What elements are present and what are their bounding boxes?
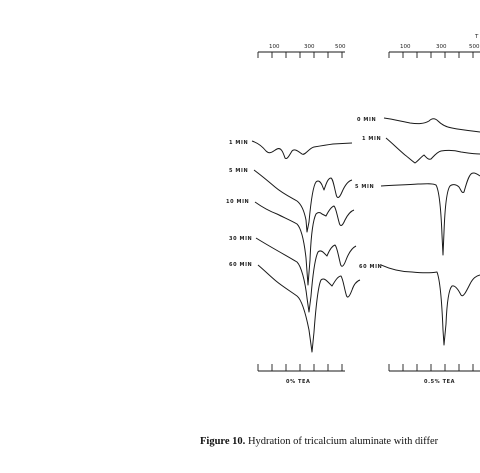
left-label-1min: 1 MIN [229,140,248,146]
left-top-axis: 100 300 500 [257,44,346,58]
right-tick-300: 300 [436,44,447,50]
left-label-10min: 10 MIN [226,199,249,205]
figure-caption: Figure 10. Hydration of tricalcium alumi… [200,436,438,447]
right-bottom-axis [388,364,480,372]
right-label-5min: 5 MIN [355,184,374,190]
right-label-1min: 1 MIN [362,136,381,142]
right-top-axis: 100 300 500 T [388,34,480,58]
left-curve-60min [257,264,361,353]
right-tick-500: 500 [469,44,480,50]
left-label-30min: 30 MIN [229,236,252,242]
right-tick-100: 100 [400,44,411,50]
left-label-5min: 5 MIN [229,168,248,174]
left-curve-1min [251,140,353,159]
left-curve-30min [255,237,357,313]
right-label-0min: 0 MIN [357,117,376,123]
right-axis-unit-fragment: T [474,34,479,40]
right-curve-0min [383,117,480,133]
right-curve-1min [385,137,480,164]
left-curve-5min [253,169,353,233]
right-panel-label: 0.5% TEA [424,379,455,385]
left-tick-100: 100 [269,44,280,50]
figure-caption-text: Hydration of tricalcium aluminate with d… [245,436,439,447]
right-curve-5min [380,172,480,256]
left-panel-label: 0% TEA [286,379,311,385]
right-curve-60min [380,264,480,346]
left-curve-10min [254,201,355,286]
figure-caption-label: Figure 10. [200,436,246,447]
left-tick-300: 300 [304,44,315,50]
left-bottom-axis [257,364,345,372]
right-label-60min: 60 MIN [359,264,382,270]
left-label-60min: 60 MIN [229,262,252,268]
left-tick-500: 500 [335,44,346,50]
